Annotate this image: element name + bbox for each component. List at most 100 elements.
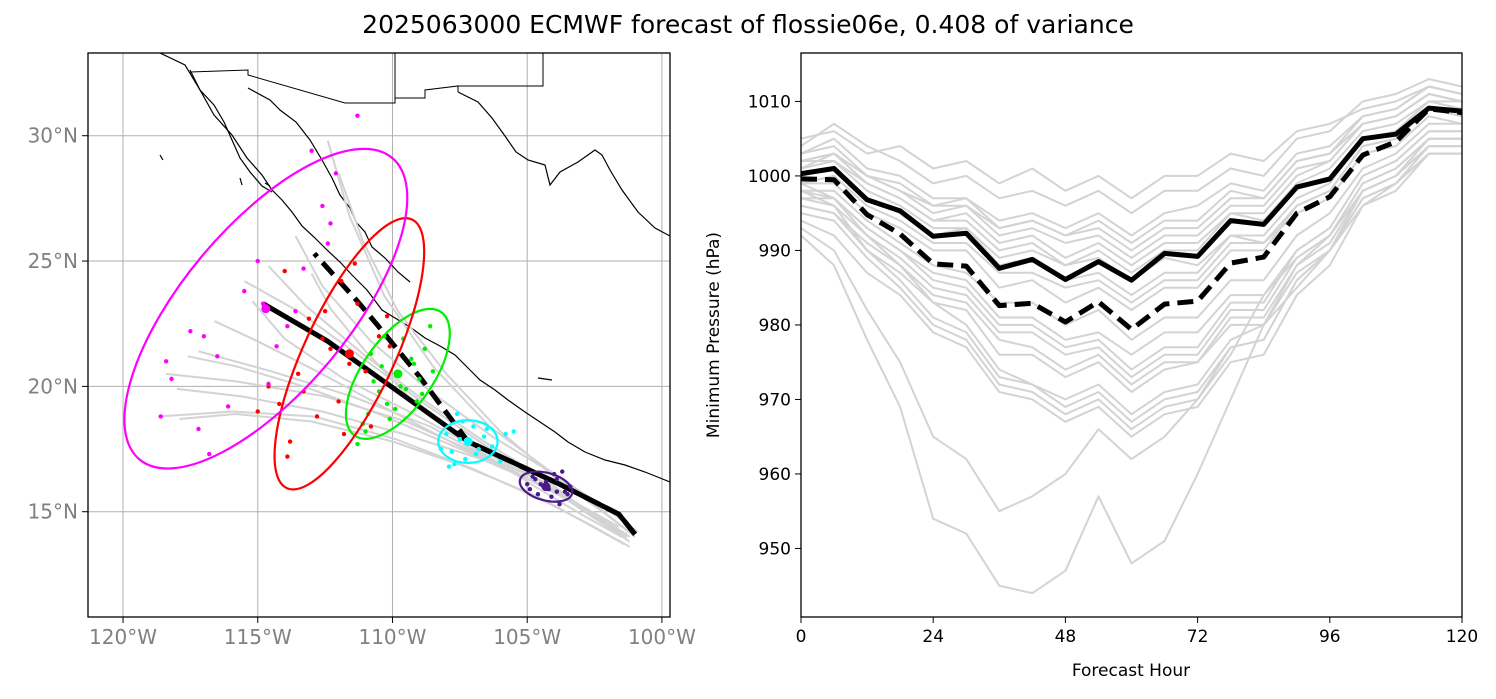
ensemble-position-day1 (554, 489, 560, 494)
map-frame (87, 52, 671, 618)
ensemble-position-day3 (379, 364, 384, 369)
ensemble-position-day5 (285, 324, 290, 329)
ensemble-position-day3 (398, 384, 403, 389)
ensemble-position-day5 (188, 329, 193, 334)
pressure-panel: 0 24 48 72 96 120 950 960 970 980 990 1000 1010 Fore… (704, 52, 1478, 681)
ensemble-position-day4 (336, 399, 341, 404)
ensemble-pressure-line (801, 152, 1462, 595)
ellipse-center-day3 (393, 369, 403, 379)
ensemble-position-day4 (328, 346, 333, 351)
mean-pressure-dashed (801, 106, 1462, 332)
ensemble-pressure-line (801, 93, 1462, 267)
ensemble-pressure-line (801, 145, 1462, 393)
x-axis-label: Forecast Hour (1072, 661, 1190, 681)
ensemble-pressure-line (801, 78, 1462, 215)
ensemble-position-day1 (535, 491, 541, 497)
ensemble-position-day2 (511, 429, 516, 434)
ensemble-position-day5 (158, 414, 163, 419)
ensemble-position-day5 (309, 148, 314, 153)
map-tick-label-lon: 120°W (89, 625, 157, 649)
map-tick-label-lat: 25°N (28, 249, 78, 273)
coastline-islands (159, 154, 553, 381)
pressure-y-tick-label: 970 (759, 390, 791, 410)
ensemble-position-day2 (476, 446, 481, 452)
ensemble-position-day4 (376, 334, 382, 339)
map-tick-label-lat: 30°N (28, 124, 78, 148)
ensemble-position-day5 (169, 376, 174, 382)
ensemble-position-day4 (339, 278, 344, 284)
ensemble-track-line (326, 140, 633, 536)
uncertainty-ellipses (123, 147, 574, 503)
ensemble-position-day5 (325, 241, 331, 246)
ensemble-pressure-line (801, 107, 1462, 304)
ensemble-position-day2 (484, 426, 489, 432)
ensemble-position-day3 (392, 406, 398, 412)
pressure-y-tick-label: 1000 (748, 167, 791, 187)
mean-pressure-lines (801, 105, 1462, 332)
ensemble-position-day1 (554, 476, 560, 482)
ensemble-position-day4 (287, 439, 293, 444)
pressure-y-tick-label: 980 (759, 316, 791, 336)
ensemble-position-day1 (549, 494, 554, 499)
pressure-y-tick-label: 950 (759, 539, 791, 559)
ellipse-day5 (123, 147, 409, 470)
ensemble-position-day2 (454, 411, 460, 417)
y-axis-label: Minimum Pressure (hPa) (704, 232, 724, 438)
ensemble-pressure-line (801, 145, 1462, 513)
figure-title: 2025063000 ECMWF forecast of flossie06e,… (362, 10, 1134, 39)
ensemble-position-day4 (306, 316, 312, 321)
map-tick-label-lon: 105°W (493, 625, 561, 649)
ensemble-position-day5 (301, 266, 306, 271)
ensemble-track-line (337, 172, 636, 538)
ensemble-pressure-line (801, 137, 1462, 416)
ensemble-position-day2 (489, 444, 495, 449)
ensemble-pressure-line (801, 85, 1462, 237)
ensemble-position-day3 (422, 346, 428, 351)
ensemble-pressure-line (801, 137, 1462, 423)
ellipse-center-day1 (541, 482, 551, 492)
ensemble-track-line (165, 372, 623, 533)
ensemble-position-day2 (449, 449, 454, 454)
mean-tracks (261, 251, 637, 536)
coastline-gulf-mexico (457, 91, 670, 237)
ensemble-position-day5 (242, 288, 247, 294)
ensemble-position-day3 (363, 429, 368, 434)
ensemble-position-day4 (368, 424, 374, 429)
ensemble-track-line (158, 410, 631, 548)
ensemble-track-line (294, 235, 639, 533)
pressure-y-tick-label: 960 (759, 465, 791, 485)
ellipse-day1 (518, 470, 574, 503)
ensemble-pressure-line (801, 85, 1462, 252)
ensemble-track-line (198, 350, 628, 538)
ensemble-position-day1 (533, 476, 538, 482)
map-tick-label-lon: 100°W (628, 625, 696, 649)
ensemble-position-day4 (347, 361, 352, 367)
ensemble-position-day3 (409, 356, 414, 362)
ensemble-position-day5 (215, 354, 220, 359)
ensemble-position-day4 (341, 431, 347, 437)
ensemble-position-day2 (473, 451, 479, 457)
ensemble-position-day2 (452, 461, 457, 467)
ensemble-position-day2 (471, 424, 476, 429)
coastline-gulf-east (247, 87, 411, 283)
map-tick-label-lon: 115°W (224, 625, 292, 649)
ensemble-position-day4 (384, 314, 390, 319)
ensemble-pressure-line (801, 93, 1462, 244)
ensemble-position-day5 (320, 203, 325, 209)
pressure-x-tick-label: 96 (1319, 627, 1341, 647)
ensemble-position-day3 (419, 391, 425, 397)
pressure-frame (800, 52, 1463, 618)
ensemble-position-day5 (333, 171, 339, 176)
ensemble-pressure-line (801, 130, 1462, 356)
ensemble-position-day4 (352, 261, 357, 266)
pressure-x-tick-label: 48 (1055, 627, 1077, 647)
ensemble-track-line (214, 320, 620, 531)
ensemble-track-line (187, 355, 620, 528)
ellipse-center-day5 (261, 304, 271, 314)
ensemble-position-day1 (524, 481, 530, 487)
ensemble-position-day3 (403, 386, 409, 392)
ensemble-pressure-line (801, 145, 1462, 386)
ensemble-position-day3 (414, 399, 419, 404)
border-us-mexico (189, 53, 544, 104)
ensemble-position-day5 (255, 258, 260, 264)
